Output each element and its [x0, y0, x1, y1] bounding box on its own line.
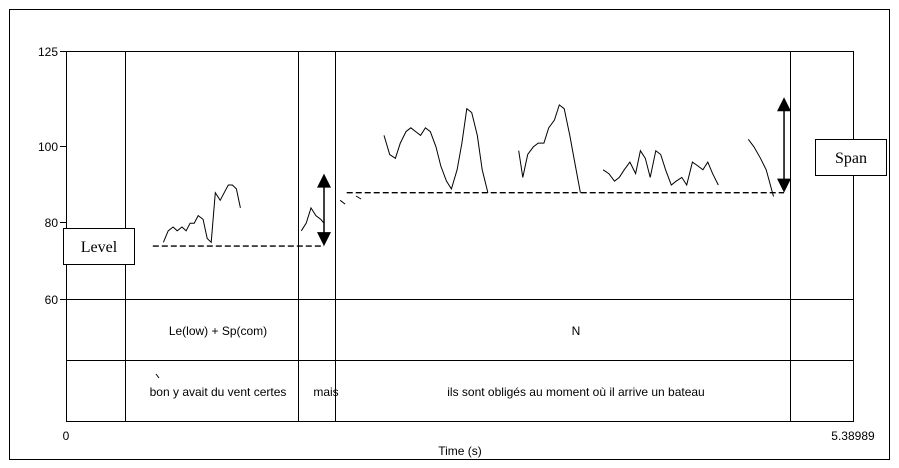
x-tick-label-end: 5.38989	[831, 429, 875, 443]
tier-annotation-label-2: N	[572, 324, 581, 338]
y-tick-label-80: 80	[45, 216, 59, 230]
x-axis-label: Time (s)	[438, 444, 482, 458]
y-tick-label-60: 60	[45, 293, 59, 307]
tier-word-label-3: ils sont obligés au moment où il arrive …	[447, 385, 704, 399]
x-tick-label-start: 0	[63, 429, 70, 443]
tier-annotation-label-1: Le(low) + Sp(com)	[169, 324, 267, 338]
tier-word-label-2: mais	[313, 385, 338, 399]
y-tick-label-125: 125	[38, 45, 58, 59]
span-label: Span	[835, 150, 867, 167]
tier-word-label-1: bon y avait du vent certes	[150, 385, 287, 399]
y-tick-label-100: 100	[38, 140, 58, 154]
level-label: Level	[81, 239, 118, 256]
